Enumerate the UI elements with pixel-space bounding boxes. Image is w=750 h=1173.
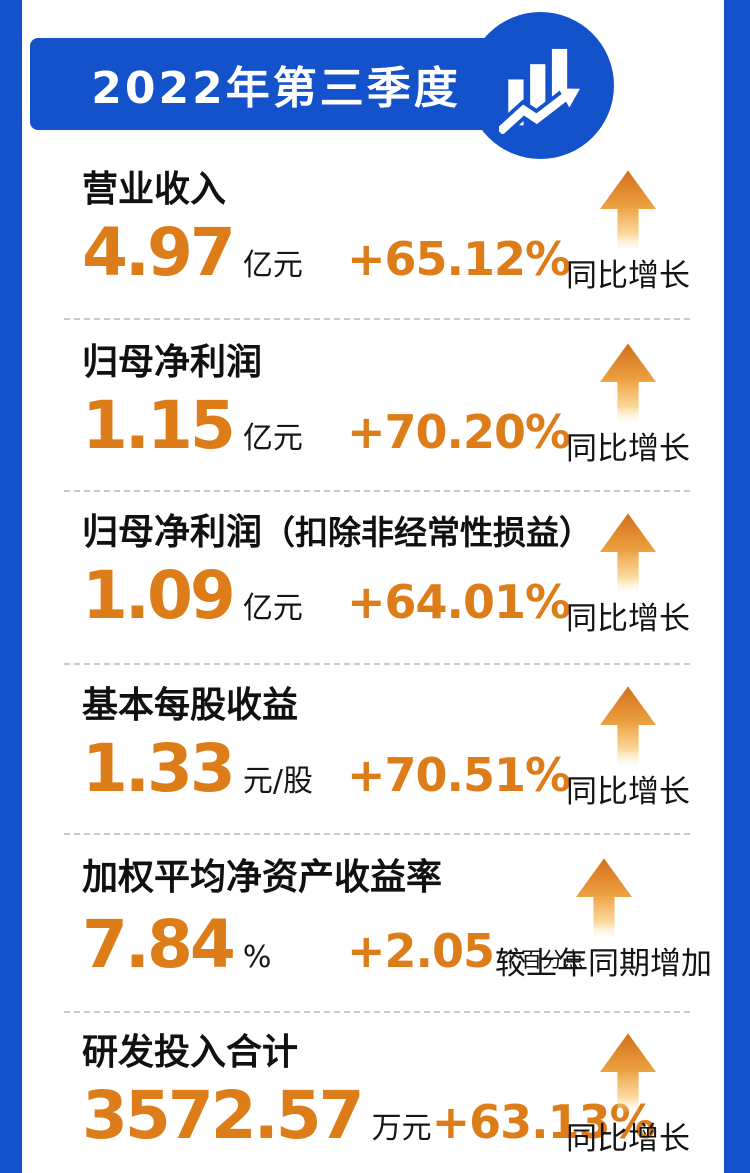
section-separator bbox=[64, 833, 690, 835]
stat-section-net-profit: 归母净利润 1.15 亿元 +70.20% 同比增长 bbox=[60, 343, 720, 495]
stat-change: +64.01% bbox=[347, 575, 571, 629]
stat-label: 基本每股收益 bbox=[82, 685, 299, 726]
section-separator bbox=[64, 1011, 690, 1013]
header-band: 2022年第三季度 bbox=[30, 38, 522, 130]
up-arrow-icon bbox=[600, 686, 656, 766]
section-separator bbox=[64, 318, 690, 320]
stat-change: +70.51% bbox=[347, 748, 571, 802]
stat-change: +65.12% bbox=[347, 232, 571, 286]
stat-caption: 同比增长 bbox=[566, 774, 690, 810]
stat-label: 归母净利润（扣除非经常性损益） bbox=[82, 512, 593, 553]
up-arrow-icon bbox=[600, 170, 656, 250]
stat-unit: % bbox=[242, 940, 272, 975]
stat-value-row: 1.15 亿元 +70.20% bbox=[82, 393, 720, 459]
section-separator bbox=[64, 663, 690, 665]
up-arrow-icon bbox=[600, 343, 656, 423]
stat-unit: 亿元 bbox=[242, 421, 303, 456]
page-title: 2022年第三季度 bbox=[91, 63, 461, 114]
growth-indicator: 同比增长 bbox=[566, 513, 690, 638]
up-arrow-icon bbox=[575, 858, 632, 938]
stat-change: +2.05 bbox=[347, 924, 495, 978]
stat-caption: 同比增长 bbox=[566, 258, 690, 294]
stat-unit: 元/股 bbox=[242, 764, 313, 799]
bar-chart-growth-icon bbox=[498, 48, 580, 134]
stat-value: 1.15 bbox=[82, 387, 236, 464]
section-separator bbox=[64, 490, 690, 492]
up-arrow-icon bbox=[600, 513, 656, 593]
growth-indicator: 同比增长 bbox=[566, 170, 690, 295]
stat-value-row: 4.97 亿元 +65.12% bbox=[82, 220, 720, 286]
stat-caption: 同比增长 bbox=[566, 1121, 690, 1157]
stat-unit: 亿元 bbox=[242, 591, 303, 626]
growth-indicator: 同比增长 bbox=[566, 686, 690, 811]
stat-value: 3572.57 bbox=[82, 1077, 365, 1154]
stat-value: 4.97 bbox=[82, 214, 236, 291]
stat-value: 1.33 bbox=[82, 730, 236, 807]
stat-value: 7.84 bbox=[82, 906, 236, 983]
stat-unit: 亿元 bbox=[242, 248, 303, 283]
stat-section-rnd: 研发投入合计 3572.57 万元 +63.13% 同比增长 bbox=[60, 1033, 720, 1173]
growth-indicator: 同比增长 bbox=[566, 343, 690, 468]
stat-caption: 同比增长 bbox=[566, 601, 690, 637]
left-border-strip bbox=[0, 0, 22, 1173]
stat-section-roe: 加权平均净资产收益率 7.84 % +2.05 个百分点 较上年同期增加 bbox=[60, 858, 720, 1010]
growth-indicator: 同比增长 bbox=[566, 1033, 690, 1158]
stat-change-unit: 个百分点 bbox=[500, 948, 585, 972]
stat-value-row: 1.33 元/股 +70.51% bbox=[82, 736, 720, 802]
stat-unit: 万元 bbox=[371, 1111, 432, 1146]
stat-change: +70.20% bbox=[347, 405, 571, 459]
stat-label: 加权平均净资产收益率 bbox=[82, 857, 443, 898]
stat-label: 营业收入 bbox=[82, 169, 227, 210]
stat-label: 归母净利润 bbox=[82, 342, 263, 383]
header-icon-badge bbox=[467, 12, 614, 159]
stat-value: 1.09 bbox=[82, 557, 236, 634]
stat-caption: 同比增长 bbox=[566, 431, 690, 467]
stat-section-revenue: 营业收入 4.97 亿元 +65.12% 同比增长 bbox=[60, 170, 720, 322]
stat-caption: 较上年同期增加 bbox=[495, 946, 712, 982]
stat-label: 研发投入合计 bbox=[82, 1032, 299, 1073]
right-border-strip bbox=[724, 0, 750, 1173]
stat-section-net-profit-deducted: 归母净利润（扣除非经常性损益） 1.09 亿元 +64.01% 同比增长 bbox=[60, 513, 720, 665]
growth-indicator: 较上年同期增加 bbox=[495, 858, 712, 983]
stat-value-row: 7.84 % +2.05 个百分点 bbox=[82, 912, 720, 978]
stat-section-eps: 基本每股收益 1.33 元/股 +70.51% 同比增长 bbox=[60, 686, 720, 838]
stat-value-row: 1.09 亿元 +64.01% bbox=[82, 563, 720, 629]
up-arrow-icon bbox=[600, 1033, 656, 1113]
